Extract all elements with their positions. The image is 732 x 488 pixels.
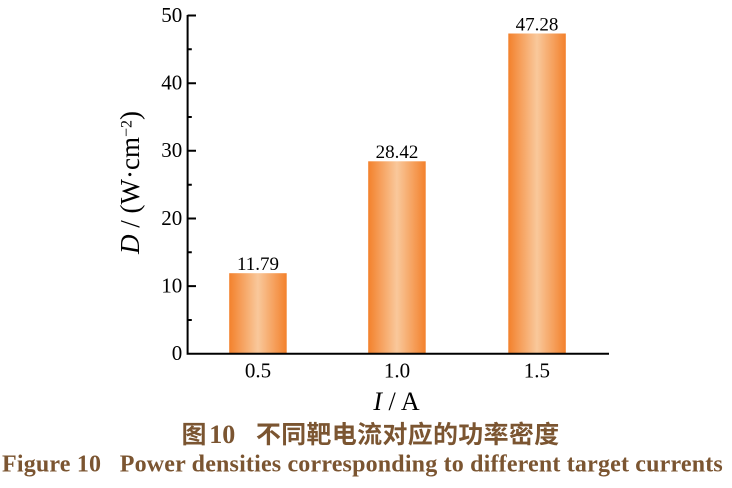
svg-text:Figure 10 Power densities co: Figure 10 Power densities corresponding … — [2, 452, 723, 478]
svg-text:0.5: 0.5 — [245, 359, 271, 383]
svg-text:I / A: I / A — [372, 387, 419, 416]
svg-text:20: 20 — [161, 206, 182, 230]
svg-text:47.28: 47.28 — [516, 14, 559, 35]
svg-text:28.42: 28.42 — [376, 142, 419, 163]
svg-text:10: 10 — [161, 273, 182, 297]
svg-text:50: 50 — [161, 3, 182, 27]
svg-text:0: 0 — [172, 341, 183, 365]
svg-text:1.0: 1.0 — [384, 359, 410, 383]
svg-text:30: 30 — [161, 138, 182, 162]
svg-text:1.5: 1.5 — [524, 359, 550, 383]
svg-text:10: 10 — [209, 420, 235, 449]
svg-text:11.79: 11.79 — [237, 254, 279, 275]
svg-text:40: 40 — [161, 71, 182, 95]
